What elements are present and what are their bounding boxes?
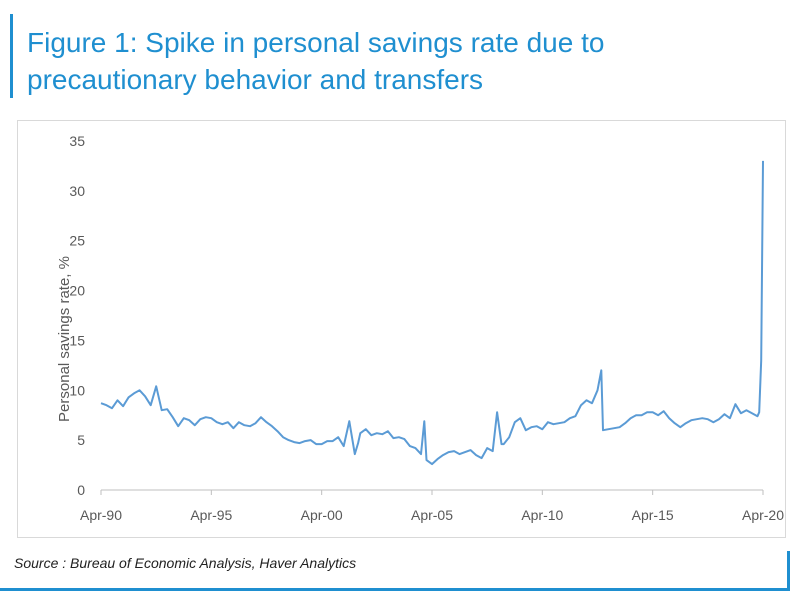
x-tick-label: Apr-20 [742, 507, 784, 523]
source-block: Source : Bureau of Economic Analysis, Ha… [0, 551, 790, 591]
y-tick-label: 25 [69, 233, 85, 249]
y-tick-label: 0 [77, 482, 85, 498]
figure-title: Figure 1: Spike in personal savings rate… [27, 27, 605, 95]
x-tick-label: Apr-10 [521, 507, 563, 523]
y-tick-label: 35 [69, 133, 85, 149]
source-rule [787, 551, 790, 588]
chart-frame: Personal savings rate, % 0 5 10 15 20 25 30 35 A… [17, 120, 786, 538]
y-tick-label: 5 [77, 432, 85, 448]
y-tick-label: 20 [69, 283, 85, 299]
x-tick-label: Apr-90 [80, 507, 122, 523]
y-tick-label: 15 [69, 332, 85, 348]
y-tick-label: 10 [69, 382, 85, 398]
savings-rate-line-chart: Personal savings rate, % 0 5 10 15 20 25 30 35 A… [56, 133, 784, 523]
x-tick-label: Apr-05 [411, 507, 453, 523]
x-tick-label: Apr-00 [301, 507, 343, 523]
title-block: Figure 1: Spike in personal savings rate… [10, 14, 713, 98]
savings-rate-series-line [100, 160, 764, 466]
x-tick-label: Apr-15 [632, 507, 674, 523]
y-tick-label: 30 [69, 183, 85, 199]
source-note: Source : Bureau of Economic Analysis, Ha… [14, 555, 357, 571]
x-tick-label: Apr-95 [190, 507, 232, 523]
y-axis-label: Personal savings rate, % [56, 256, 73, 422]
